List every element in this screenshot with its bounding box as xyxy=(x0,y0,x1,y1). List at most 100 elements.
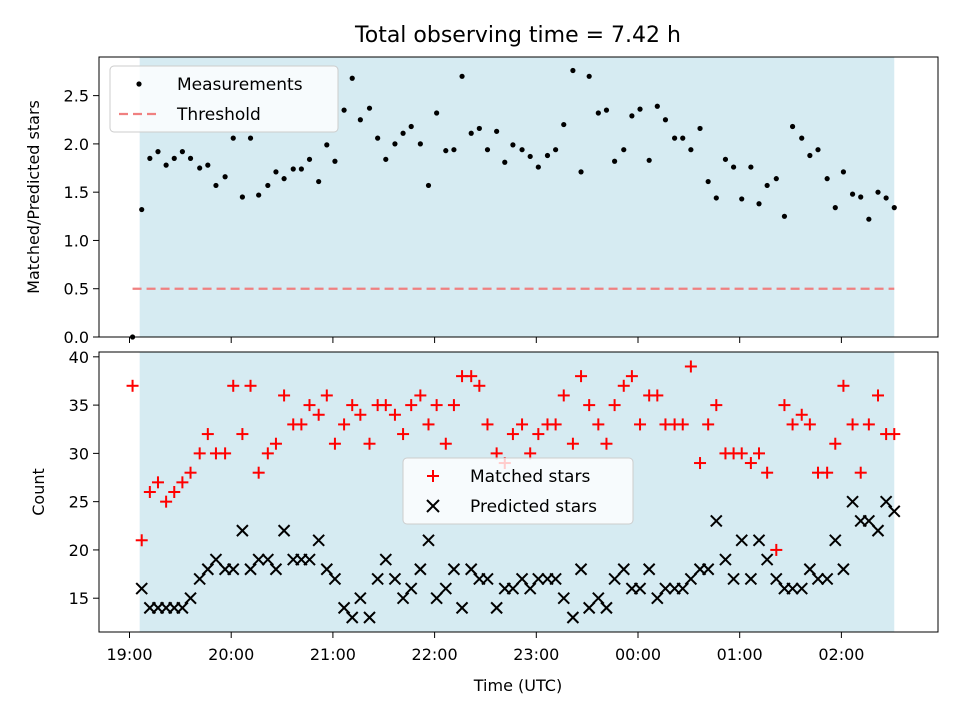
predicted-star-point xyxy=(888,505,901,518)
matched-star-point xyxy=(236,428,249,441)
measurement-point xyxy=(459,73,465,79)
predicted-star-point xyxy=(135,582,148,595)
measurement-point xyxy=(163,162,169,168)
y-tick-label: 40 xyxy=(69,348,89,367)
predicted-star-point xyxy=(414,563,427,576)
predicted-star-point xyxy=(719,553,732,566)
x-tick-label: 19:00 xyxy=(106,645,152,664)
legend-predicted-marker xyxy=(426,499,440,513)
x-tick-label: 02:00 xyxy=(818,645,864,664)
measurement-point xyxy=(375,135,381,141)
predicted-star-point xyxy=(455,601,469,615)
predicted-star-point xyxy=(795,582,808,595)
x-tick-label: 20:00 xyxy=(208,645,254,664)
matched-star-point xyxy=(379,399,392,412)
predicted-star-point xyxy=(642,563,656,576)
x-tick-label: 23:00 xyxy=(513,645,559,664)
matched-star-point xyxy=(278,389,291,402)
predicted-star-point xyxy=(371,572,384,586)
predicted-star-point xyxy=(252,553,265,566)
predicted-star-point xyxy=(184,591,197,605)
predicted-star-point xyxy=(829,534,842,547)
matched-star-point xyxy=(821,466,834,479)
measurement-point xyxy=(849,191,856,197)
matched-star-point xyxy=(710,399,723,412)
matched-star-point xyxy=(702,418,715,431)
matched-star-point xyxy=(795,408,808,421)
predicted-star-point xyxy=(574,563,588,576)
matched-star-point xyxy=(414,389,427,402)
matched-star-point xyxy=(684,360,697,373)
measurement-point xyxy=(510,142,516,148)
measurement-point xyxy=(688,147,694,153)
matched-star-point xyxy=(761,466,774,479)
measurement-point xyxy=(332,158,338,164)
matched-star-point xyxy=(252,466,265,479)
measurement-point xyxy=(417,141,423,147)
measurement-point xyxy=(392,141,398,147)
matched-star-point xyxy=(516,418,529,431)
measurement-point xyxy=(840,169,847,175)
measurement-point xyxy=(705,178,711,185)
predicted-star-point xyxy=(193,572,206,586)
matched-star-point xyxy=(465,370,478,383)
measurement-point xyxy=(502,159,508,165)
matched-star-point xyxy=(608,399,621,412)
measurement-point xyxy=(544,152,551,159)
y-tick-label: 35 xyxy=(69,396,89,415)
matched-star-point xyxy=(168,486,181,498)
matched-star-point xyxy=(176,476,189,489)
predicted-star-point xyxy=(354,591,367,605)
measurement-point xyxy=(281,176,287,182)
measurement-point xyxy=(612,158,618,164)
measurement-point xyxy=(366,105,373,111)
matched-star-point xyxy=(676,418,689,431)
matched-star-point xyxy=(778,399,791,412)
predicted-star-point xyxy=(803,563,817,576)
predicted-star-point xyxy=(871,524,885,537)
measurement-point xyxy=(722,156,729,162)
measurement-point xyxy=(247,135,254,141)
y-tick-label: 20 xyxy=(69,541,89,560)
y-tick-label: 0.5 xyxy=(64,280,89,299)
predicted-star-point xyxy=(481,572,494,586)
matched-star-point xyxy=(481,418,494,431)
predicted-star-point xyxy=(447,563,461,576)
matched-star-point xyxy=(617,379,630,392)
matched-star-point xyxy=(888,428,901,441)
predicted-star-point xyxy=(879,495,893,508)
predicted-star-point xyxy=(277,524,291,537)
measurement-point xyxy=(484,147,491,153)
predicted-star-point xyxy=(244,563,257,576)
y-tick-label: 1.5 xyxy=(64,183,89,202)
predicted-star-point xyxy=(837,563,850,576)
measurement-point xyxy=(535,164,541,170)
predicted-star-point xyxy=(617,563,630,576)
predicted-star-point xyxy=(328,572,342,586)
predicted-star-point xyxy=(710,514,723,528)
y-tick-label: 2.5 xyxy=(64,87,89,106)
matched-star-point xyxy=(201,428,214,441)
matched-star-point xyxy=(566,437,579,450)
measurement-point xyxy=(357,117,363,123)
measurement-point xyxy=(637,106,643,112)
top-legend: Measurements Threshold xyxy=(109,65,339,133)
legend-measurements-marker xyxy=(136,81,142,87)
measurement-point xyxy=(891,205,897,211)
measurement-point xyxy=(155,149,161,155)
measurement-point xyxy=(713,195,719,201)
predicted-star-point xyxy=(727,572,740,586)
predicted-star-point xyxy=(735,534,748,547)
matched-star-point xyxy=(524,447,537,460)
legend-threshold-label: Threshold xyxy=(176,105,261,125)
measurement-point xyxy=(824,176,830,182)
predicted-star-point xyxy=(770,572,783,586)
bottom-y-axis-label: Count xyxy=(29,468,48,516)
predicted-star-point xyxy=(422,534,435,547)
predicted-star-point xyxy=(676,582,689,595)
predicted-star-point xyxy=(744,572,758,586)
y-tick-label: 15 xyxy=(69,589,89,608)
matched-star-point xyxy=(430,399,443,412)
predicted-star-point xyxy=(549,572,562,586)
